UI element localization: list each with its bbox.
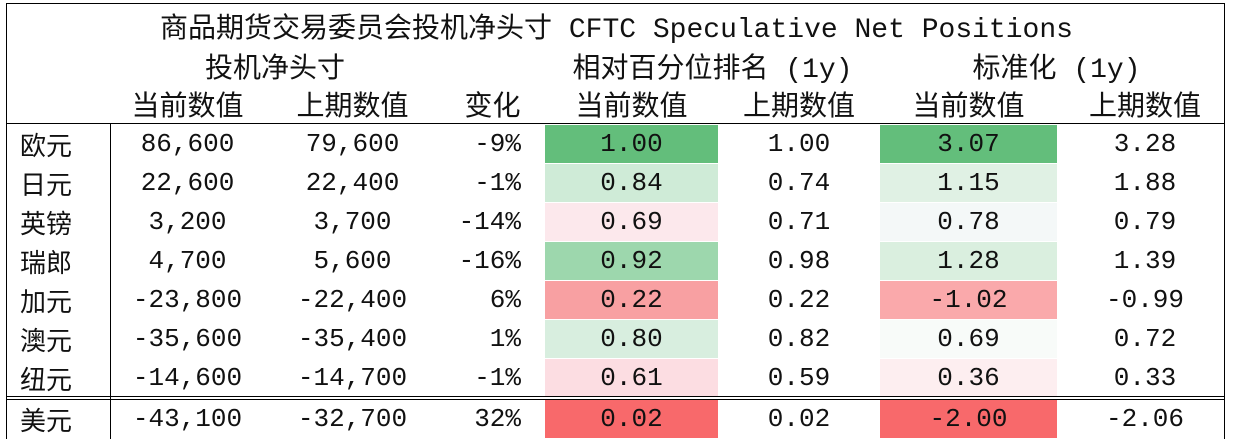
table-cell: -14,600 (132, 363, 243, 393)
table-cell: 32% (474, 404, 521, 434)
row-label: 美元 (20, 407, 73, 438)
table-cell: 22,400 (305, 168, 400, 198)
table-cell: 0.74 (767, 168, 831, 198)
table-cell: -1.02 (880, 281, 1057, 319)
table-cell: -35,400 (297, 324, 408, 354)
column-header: 变化 (464, 93, 521, 124)
title: 商品期货交易委员会投机净头寸 CFTC Speculative Net Posi… (160, 15, 1073, 46)
table-cell: 0.79 (1113, 207, 1177, 237)
table-cell: 0.02 (767, 404, 831, 434)
table-cell: -14,700 (297, 363, 408, 393)
table-cell: 1.00 (767, 129, 831, 159)
table-cell: 1.28 (880, 242, 1057, 280)
column-header: 上期数值 (742, 93, 855, 124)
column-header: 上期数值 (296, 93, 409, 124)
table-cell: 79,600 (305, 129, 400, 159)
group-header: 标准化 (1y) (972, 55, 1141, 86)
table-cell: 0.80 (545, 320, 718, 358)
column-header: 当前数值 (912, 93, 1025, 124)
row-label: 欧元 (20, 132, 73, 163)
table-cell: 0.61 (545, 359, 718, 397)
table-cell: 0.98 (767, 246, 831, 276)
column-header: 上期数值 (1088, 93, 1201, 124)
table-cell: 0.92 (545, 242, 718, 280)
table-cell: 0.36 (880, 359, 1057, 397)
table-cell: 0.22 (545, 281, 718, 319)
table-cell: 1% (489, 324, 521, 354)
row-label: 澳元 (20, 327, 73, 358)
table-cell: 0.78 (880, 203, 1057, 241)
table-cell: 0.69 (880, 320, 1057, 358)
table-cell: -1% (474, 168, 521, 198)
table-cell: 6% (489, 285, 521, 315)
table-cell: 5,600 (313, 246, 392, 276)
double-rule-a (6, 396, 1225, 397)
table-cell: 3,700 (313, 207, 392, 237)
table-cell: 0.59 (767, 363, 831, 393)
table-cell: -2.00 (880, 400, 1057, 438)
row-label: 纽元 (20, 366, 73, 397)
border-right (1224, 3, 1225, 439)
border-left (6, 3, 7, 439)
table-cell: 1.88 (1113, 168, 1177, 198)
row-label: 加元 (20, 288, 73, 319)
table-cell: 1.39 (1113, 246, 1177, 276)
table-cell: -32,700 (297, 404, 408, 434)
table-cell: 0.72 (1113, 324, 1177, 354)
table-cell: 22,600 (140, 168, 235, 198)
table-cell: 1.00 (545, 125, 718, 163)
table-cell: -22,400 (297, 285, 408, 315)
table-cell: -14% (458, 207, 521, 237)
header-rule (6, 123, 1225, 124)
row-label: 瑞郎 (20, 249, 73, 280)
group-header: 相对百分位排名 (1y) (572, 55, 853, 86)
table-cell: 0.69 (545, 203, 718, 241)
column-header: 当前数值 (131, 93, 244, 124)
column-header: 当前数值 (575, 93, 688, 124)
table-cell: 3,200 (148, 207, 227, 237)
table-cell: -0.99 (1105, 285, 1184, 315)
table-cell: 4,700 (148, 246, 227, 276)
label-rule (110, 123, 111, 439)
row-label: 日元 (20, 171, 73, 202)
table-cell: 0.82 (767, 324, 831, 354)
table-cell: -43,100 (132, 404, 243, 434)
table-cell: -1% (474, 363, 521, 393)
table-cell: 1.15 (880, 164, 1057, 202)
border-top (6, 3, 1225, 4)
table-cell: 0.33 (1113, 363, 1177, 393)
table-cell: -2.06 (1105, 404, 1184, 434)
group-header: 投机净头寸 (204, 55, 345, 86)
row-label: 英镑 (20, 210, 73, 241)
table-cell: -9% (474, 129, 521, 159)
table-cell: -35,600 (132, 324, 243, 354)
table-cell: 0.22 (767, 285, 831, 315)
table-cell: 3.28 (1113, 129, 1177, 159)
table-cell: -23,800 (132, 285, 243, 315)
table-cell: 86,600 (140, 129, 235, 159)
table-cell: 3.07 (880, 125, 1057, 163)
double-rule-b (6, 399, 1225, 400)
table-cell: -16% (458, 246, 521, 276)
table-cell: 0.02 (545, 400, 718, 438)
table-cell: 0.71 (767, 207, 831, 237)
table-cell: 0.84 (545, 164, 718, 202)
